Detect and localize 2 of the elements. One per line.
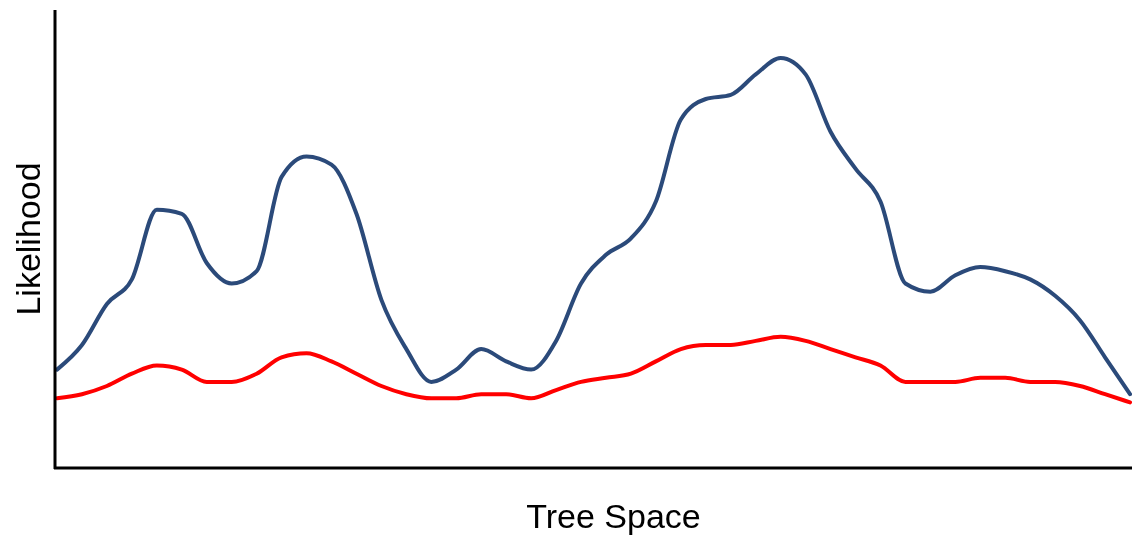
x-axis-title: Tree Space (526, 497, 701, 535)
y-axis-title: Likelihood (9, 162, 47, 316)
